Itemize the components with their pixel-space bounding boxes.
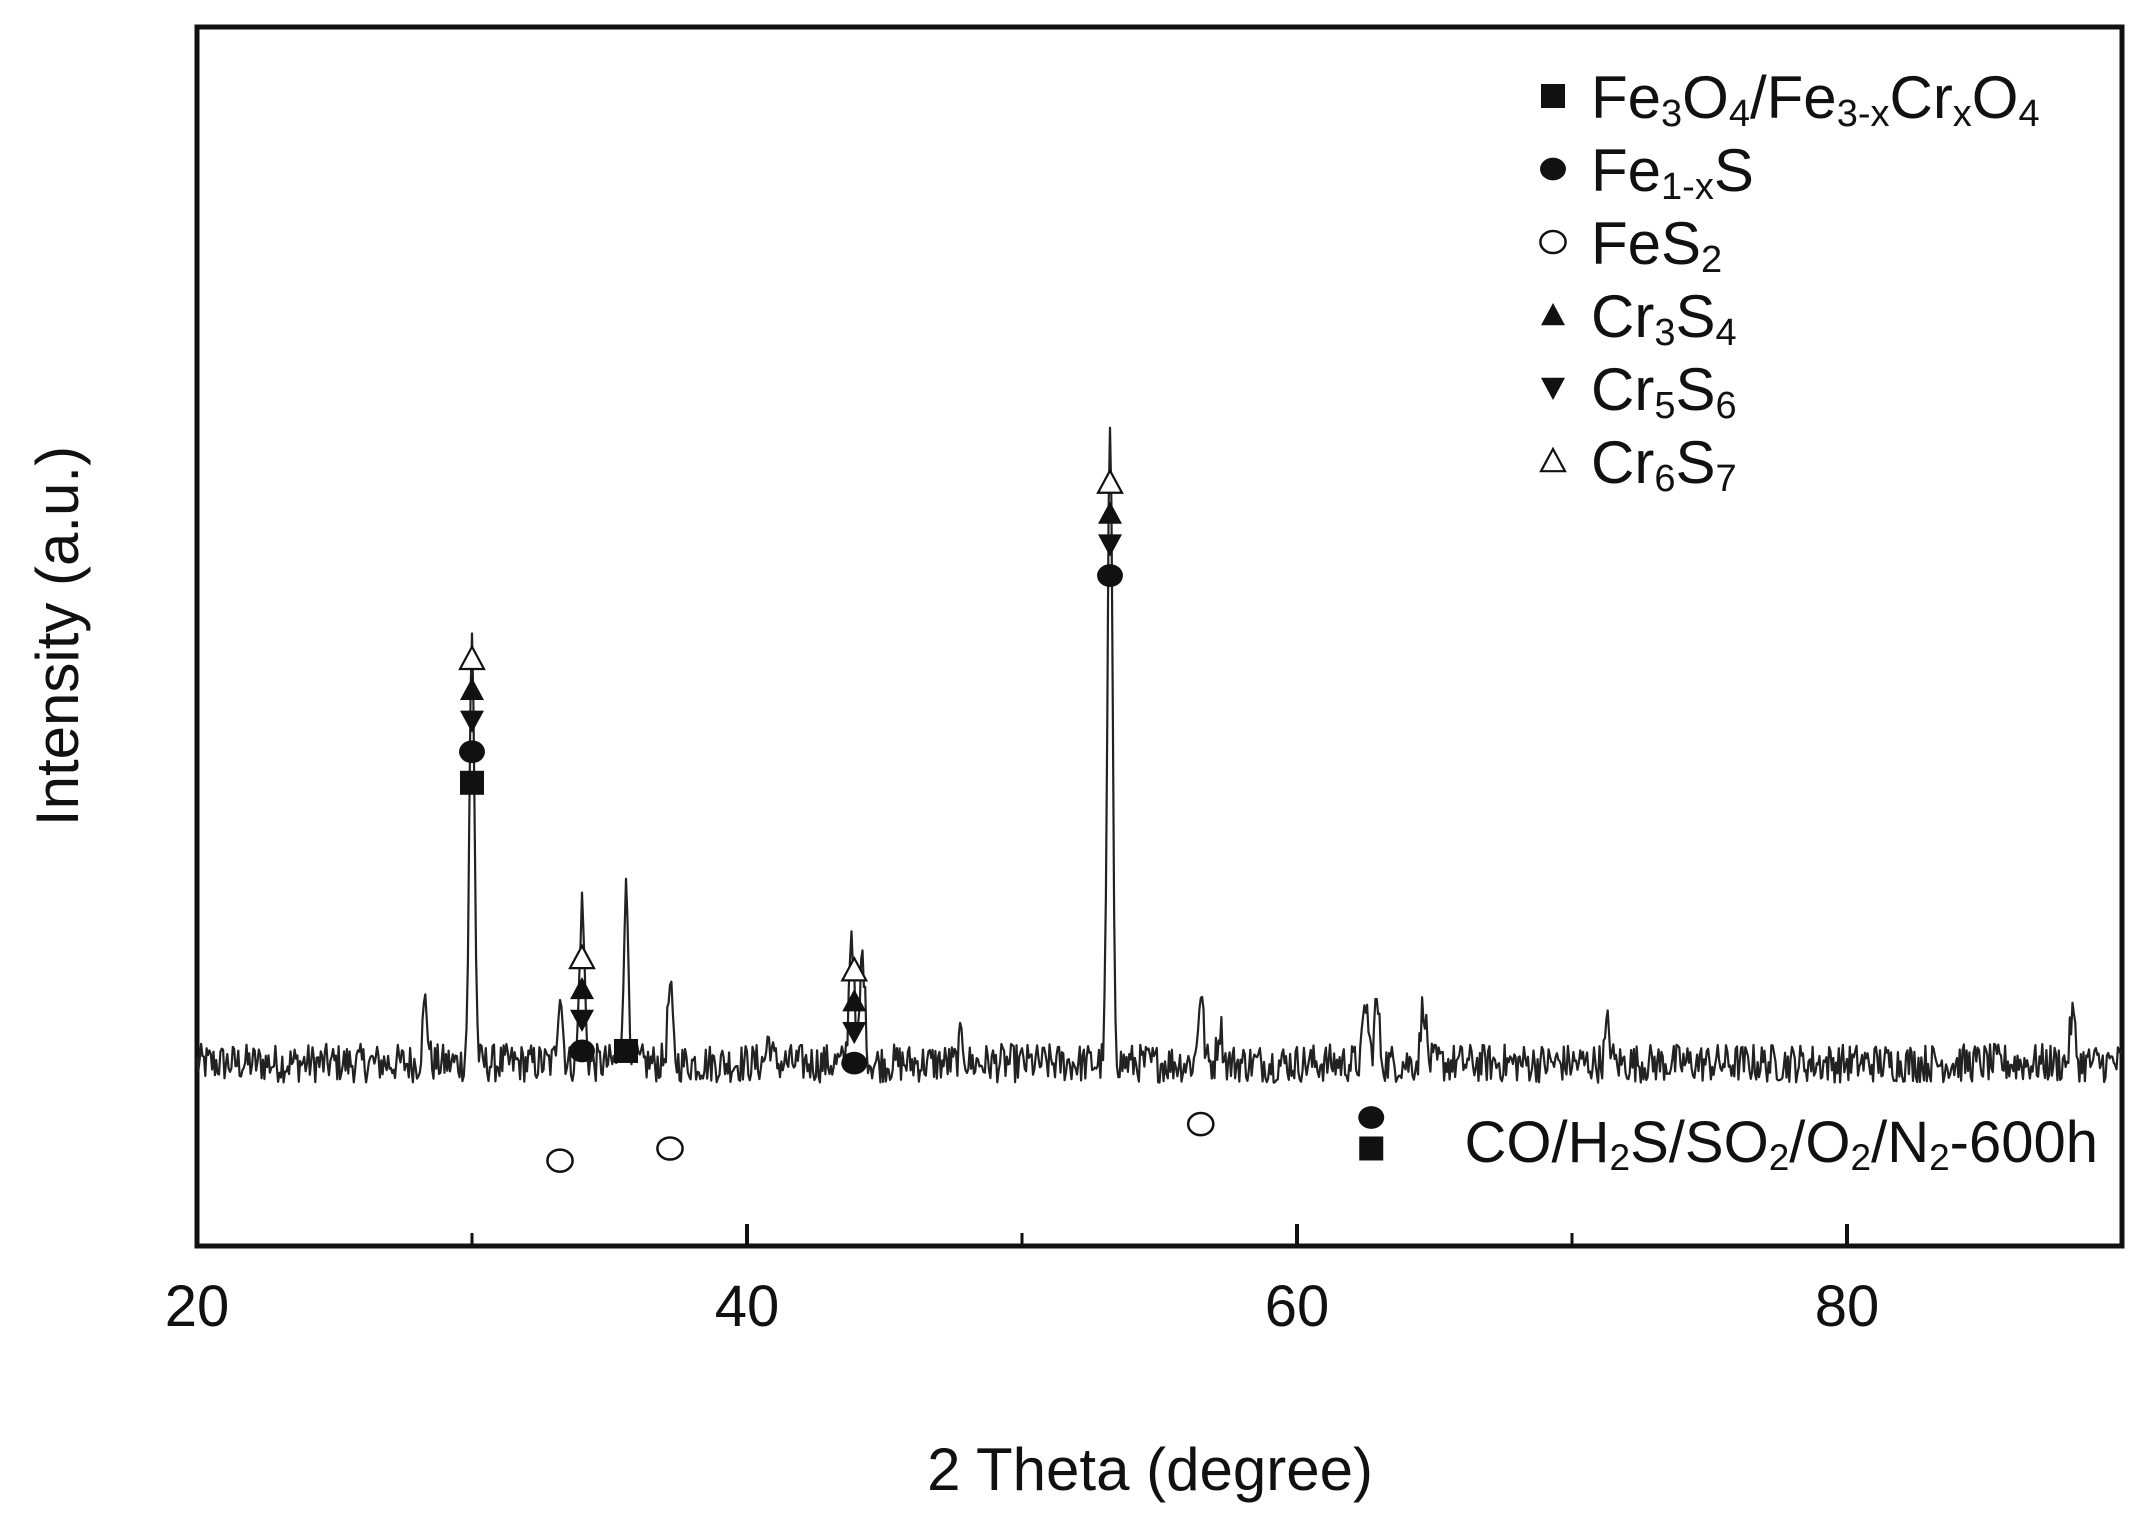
open-circle-marker: [546, 1148, 574, 1173]
square-marker: [1359, 1136, 1384, 1161]
x-tick-label: 60: [1265, 1274, 1330, 1339]
open-triangle-marker: [568, 943, 596, 970]
x-tick-label: 40: [715, 1274, 780, 1339]
peak-label: [568, 943, 596, 1063]
x-axis-title: 2 Theta (degree): [927, 1436, 1373, 1503]
triangle-up-marker: [842, 989, 867, 1012]
open-triangle-marker: [840, 955, 869, 982]
square-marker: [614, 1038, 638, 1063]
legend-entry: Cr6S7: [1539, 429, 1737, 500]
open-triangle-marker: [1539, 446, 1567, 473]
triangle-down-marker: [570, 1009, 594, 1032]
peak-label: [1358, 1106, 1385, 1161]
triangle-down-marker: [460, 710, 484, 733]
peak-label: [458, 644, 486, 795]
legend-entry: FeS2: [1539, 210, 1722, 281]
x-tick-label: 80: [1815, 1274, 1880, 1339]
circle-marker: [841, 1051, 868, 1075]
circle-marker: [459, 740, 485, 764]
legend-label: Fe3O4/Fe3-xCrxO4: [1591, 64, 2040, 135]
legend-entry: Fe3O4/Fe3-xCrxO4: [1541, 64, 2040, 135]
legend-label: FeS2: [1591, 210, 1722, 281]
circle-marker: [569, 1039, 595, 1063]
legend-entry: Cr5S6: [1541, 356, 1737, 427]
peak-label: [840, 955, 869, 1075]
open-triangle-marker: [1096, 468, 1124, 494]
x-tick-label: 20: [165, 1274, 230, 1339]
triangle-down-marker: [842, 1021, 867, 1045]
xrd-pattern-line: [195, 426, 2123, 1084]
triangle-up-marker: [1541, 303, 1565, 326]
legend-label: Cr6S7: [1591, 429, 1737, 500]
triangle-up-marker: [570, 976, 594, 1000]
y-axis-title: Intensity (a.u.): [24, 446, 91, 826]
legend-label: Fe1-xS: [1591, 137, 1754, 208]
legend-label: Cr3S4: [1591, 283, 1737, 354]
peak-label: [614, 1038, 638, 1063]
legend-entry: Fe1-xS: [1540, 137, 1754, 208]
sample-condition-label: CO/H2S/SO2/O2/N2-600h: [1465, 1110, 2099, 1178]
plot-frame: [194, 24, 2125, 1249]
triangle-up-marker: [460, 677, 484, 700]
square-marker: [460, 770, 484, 795]
legend: Fe3O4/Fe3-xCrxO4Fe1-xSFeS2Cr3S4Cr5S6Cr6S…: [1539, 64, 2040, 500]
circle-marker: [1358, 1106, 1385, 1129]
triangle-down-marker: [1098, 534, 1122, 557]
circle-marker: [1540, 157, 1566, 181]
legend-entry: Cr3S4: [1541, 283, 1737, 354]
peak-label: [1186, 1111, 1215, 1137]
square-marker: [1541, 84, 1565, 108]
open-circle-marker: [656, 1136, 684, 1161]
circle-marker: [1097, 564, 1123, 587]
x-axis-ticks: 20 40 60 80: [165, 1224, 2124, 1339]
peak-label: [656, 1136, 684, 1161]
peak-label-markers: [458, 468, 1385, 1173]
open-circle-marker: [1539, 229, 1567, 255]
triangle-down-marker: [1541, 377, 1565, 400]
triangle-up-marker: [1098, 501, 1122, 524]
open-circle-marker: [1186, 1111, 1215, 1137]
peak-label: [546, 1148, 574, 1173]
legend-label: Cr5S6: [1591, 356, 1737, 427]
open-triangle-marker: [458, 644, 486, 671]
peak-label: [1096, 468, 1124, 587]
